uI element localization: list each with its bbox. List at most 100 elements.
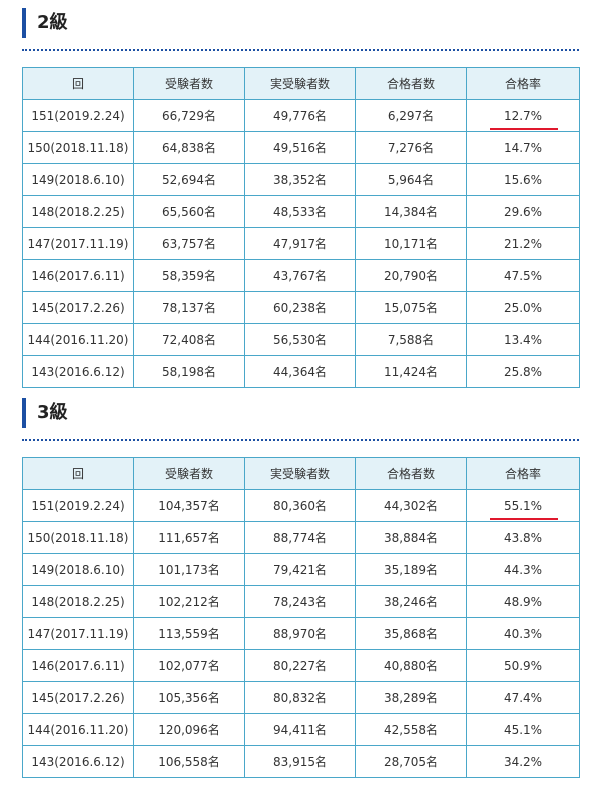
table-row: 147(2017.11.19) 63,757名 47,917名 10,171名 … (22, 227, 580, 260)
cell-applicants: 104,357名 (133, 489, 245, 522)
cell-applicants: 102,212名 (133, 585, 245, 618)
table-row: 143(2016.6.12) 58,198名 44,364名 11,424名 2… (22, 355, 580, 388)
highlighted-rate: 55.1% (489, 498, 559, 520)
cell-pass-rate: 12.7% (466, 99, 580, 132)
table-row: 144(2016.11.20) 72,408名 56,530名 7,588名 1… (22, 323, 580, 356)
cell-passers: 38,289名 (355, 681, 467, 714)
rate-value: 12.7% (503, 108, 543, 123)
table-row: 148(2018.2.25) 65,560名 48,533名 14,384名 2… (22, 195, 580, 228)
cell-actual-examinees: 48,533名 (244, 195, 356, 228)
cell-actual-examinees: 79,421名 (244, 553, 356, 586)
header-passers: 合格者数 (355, 457, 467, 490)
section-heading: 3級 (22, 398, 579, 428)
cell-actual-examinees: 60,238名 (244, 291, 356, 324)
cell-passers: 44,302名 (355, 489, 467, 522)
header-applicants: 受験者数 (133, 67, 245, 100)
cell-passers: 38,884名 (355, 521, 467, 554)
section-title: 3級 (37, 402, 68, 423)
header-session: 回 (22, 67, 134, 100)
cell-applicants: 111,657名 (133, 521, 245, 554)
cell-session: 146(2017.6.11) (22, 649, 134, 682)
cell-actual-examinees: 44,364名 (244, 355, 356, 388)
cell-actual-examinees: 43,767名 (244, 259, 356, 292)
cell-passers: 11,424名 (355, 355, 467, 388)
cell-session: 144(2016.11.20) (22, 713, 134, 746)
cell-pass-rate: 47.4% (466, 681, 580, 714)
cell-actual-examinees: 49,776名 (244, 99, 356, 132)
table-row: 145(2017.2.26) 78,137名 60,238名 15,075名 2… (22, 291, 580, 324)
cell-passers: 35,189名 (355, 553, 467, 586)
cell-pass-rate: 48.9% (466, 585, 580, 618)
cell-pass-rate: 45.1% (466, 713, 580, 746)
cell-session: 145(2017.2.26) (22, 291, 134, 324)
cell-pass-rate: 40.3% (466, 617, 580, 650)
table-row: 151(2019.2.24) 66,729名 49,776名 6,297名 12… (22, 99, 580, 132)
highlighted-rate: 12.7% (489, 108, 559, 130)
heading-divider (22, 49, 579, 51)
table-row: 147(2017.11.19) 113,559名 88,970名 35,868名… (22, 617, 580, 650)
cell-actual-examinees: 38,352名 (244, 163, 356, 196)
header-actual-examinees: 実受験者数 (244, 67, 356, 100)
red-underline (489, 517, 559, 520)
cell-actual-examinees: 56,530名 (244, 323, 356, 356)
section-heading: 2級 (22, 8, 579, 38)
table-row: 149(2018.6.10) 101,173名 79,421名 35,189名 … (22, 553, 580, 586)
cell-session: 147(2017.11.19) (22, 617, 134, 650)
cell-passers: 7,588名 (355, 323, 467, 356)
cell-session: 148(2018.2.25) (22, 585, 134, 618)
cell-pass-rate: 43.8% (466, 521, 580, 554)
cell-actual-examinees: 49,516名 (244, 131, 356, 164)
header-actual-examinees: 実受験者数 (244, 457, 356, 490)
header-pass-rate: 合格率 (466, 457, 580, 490)
section-title: 2級 (37, 12, 68, 33)
red-underline (489, 127, 559, 130)
cell-applicants: 66,729名 (133, 99, 245, 132)
cell-applicants: 58,198名 (133, 355, 245, 388)
cell-passers: 15,075名 (355, 291, 467, 324)
cell-session: 150(2018.11.18) (22, 131, 134, 164)
rate-value: 55.1% (503, 498, 543, 513)
results-table: 回 受験者数 実受験者数 合格者数 合格率 151(2019.2.24) 104… (22, 457, 580, 778)
cell-passers: 10,171名 (355, 227, 467, 260)
section-grade-3: 3級 回 受験者数 実受験者数 合格者数 合格率 151(2019.2.24) … (22, 398, 580, 778)
cell-applicants: 106,558名 (133, 745, 245, 778)
cell-actual-examinees: 80,832名 (244, 681, 356, 714)
cell-actual-examinees: 94,411名 (244, 713, 356, 746)
table-row: 144(2016.11.20) 120,096名 94,411名 42,558名… (22, 713, 580, 746)
cell-passers: 38,246名 (355, 585, 467, 618)
cell-applicants: 58,359名 (133, 259, 245, 292)
cell-pass-rate: 25.8% (466, 355, 580, 388)
table-row: 148(2018.2.25) 102,212名 78,243名 38,246名 … (22, 585, 580, 618)
cell-passers: 14,384名 (355, 195, 467, 228)
cell-pass-rate: 44.3% (466, 553, 580, 586)
section-grade-2: 2級 回 受験者数 実受験者数 合格者数 合格率 151(2019.2.24) … (22, 8, 580, 388)
cell-applicants: 120,096名 (133, 713, 245, 746)
cell-pass-rate: 25.0% (466, 291, 580, 324)
cell-actual-examinees: 88,774名 (244, 521, 356, 554)
cell-applicants: 65,560名 (133, 195, 245, 228)
cell-session: 150(2018.11.18) (22, 521, 134, 554)
cell-session: 148(2018.2.25) (22, 195, 134, 228)
cell-actual-examinees: 78,243名 (244, 585, 356, 618)
cell-applicants: 72,408名 (133, 323, 245, 356)
table-row: 150(2018.11.18) 111,657名 88,774名 38,884名… (22, 521, 580, 554)
results-table: 回 受験者数 実受験者数 合格者数 合格率 151(2019.2.24) 66,… (22, 67, 580, 388)
cell-session: 146(2017.6.11) (22, 259, 134, 292)
cell-applicants: 63,757名 (133, 227, 245, 260)
table-row: 150(2018.11.18) 64,838名 49,516名 7,276名 1… (22, 131, 580, 164)
cell-passers: 42,558名 (355, 713, 467, 746)
cell-pass-rate: 55.1% (466, 489, 580, 522)
cell-passers: 35,868名 (355, 617, 467, 650)
table-header-row: 回 受験者数 実受験者数 合格者数 合格率 (22, 67, 580, 100)
cell-pass-rate: 34.2% (466, 745, 580, 778)
cell-pass-rate: 14.7% (466, 131, 580, 164)
header-pass-rate: 合格率 (466, 67, 580, 100)
cell-actual-examinees: 80,227名 (244, 649, 356, 682)
cell-applicants: 101,173名 (133, 553, 245, 586)
cell-session: 149(2018.6.10) (22, 553, 134, 586)
cell-passers: 7,276名 (355, 131, 467, 164)
table-row: 146(2017.6.11) 58,359名 43,767名 20,790名 4… (22, 259, 580, 292)
cell-applicants: 64,838名 (133, 131, 245, 164)
cell-session: 149(2018.6.10) (22, 163, 134, 196)
cell-pass-rate: 15.6% (466, 163, 580, 196)
